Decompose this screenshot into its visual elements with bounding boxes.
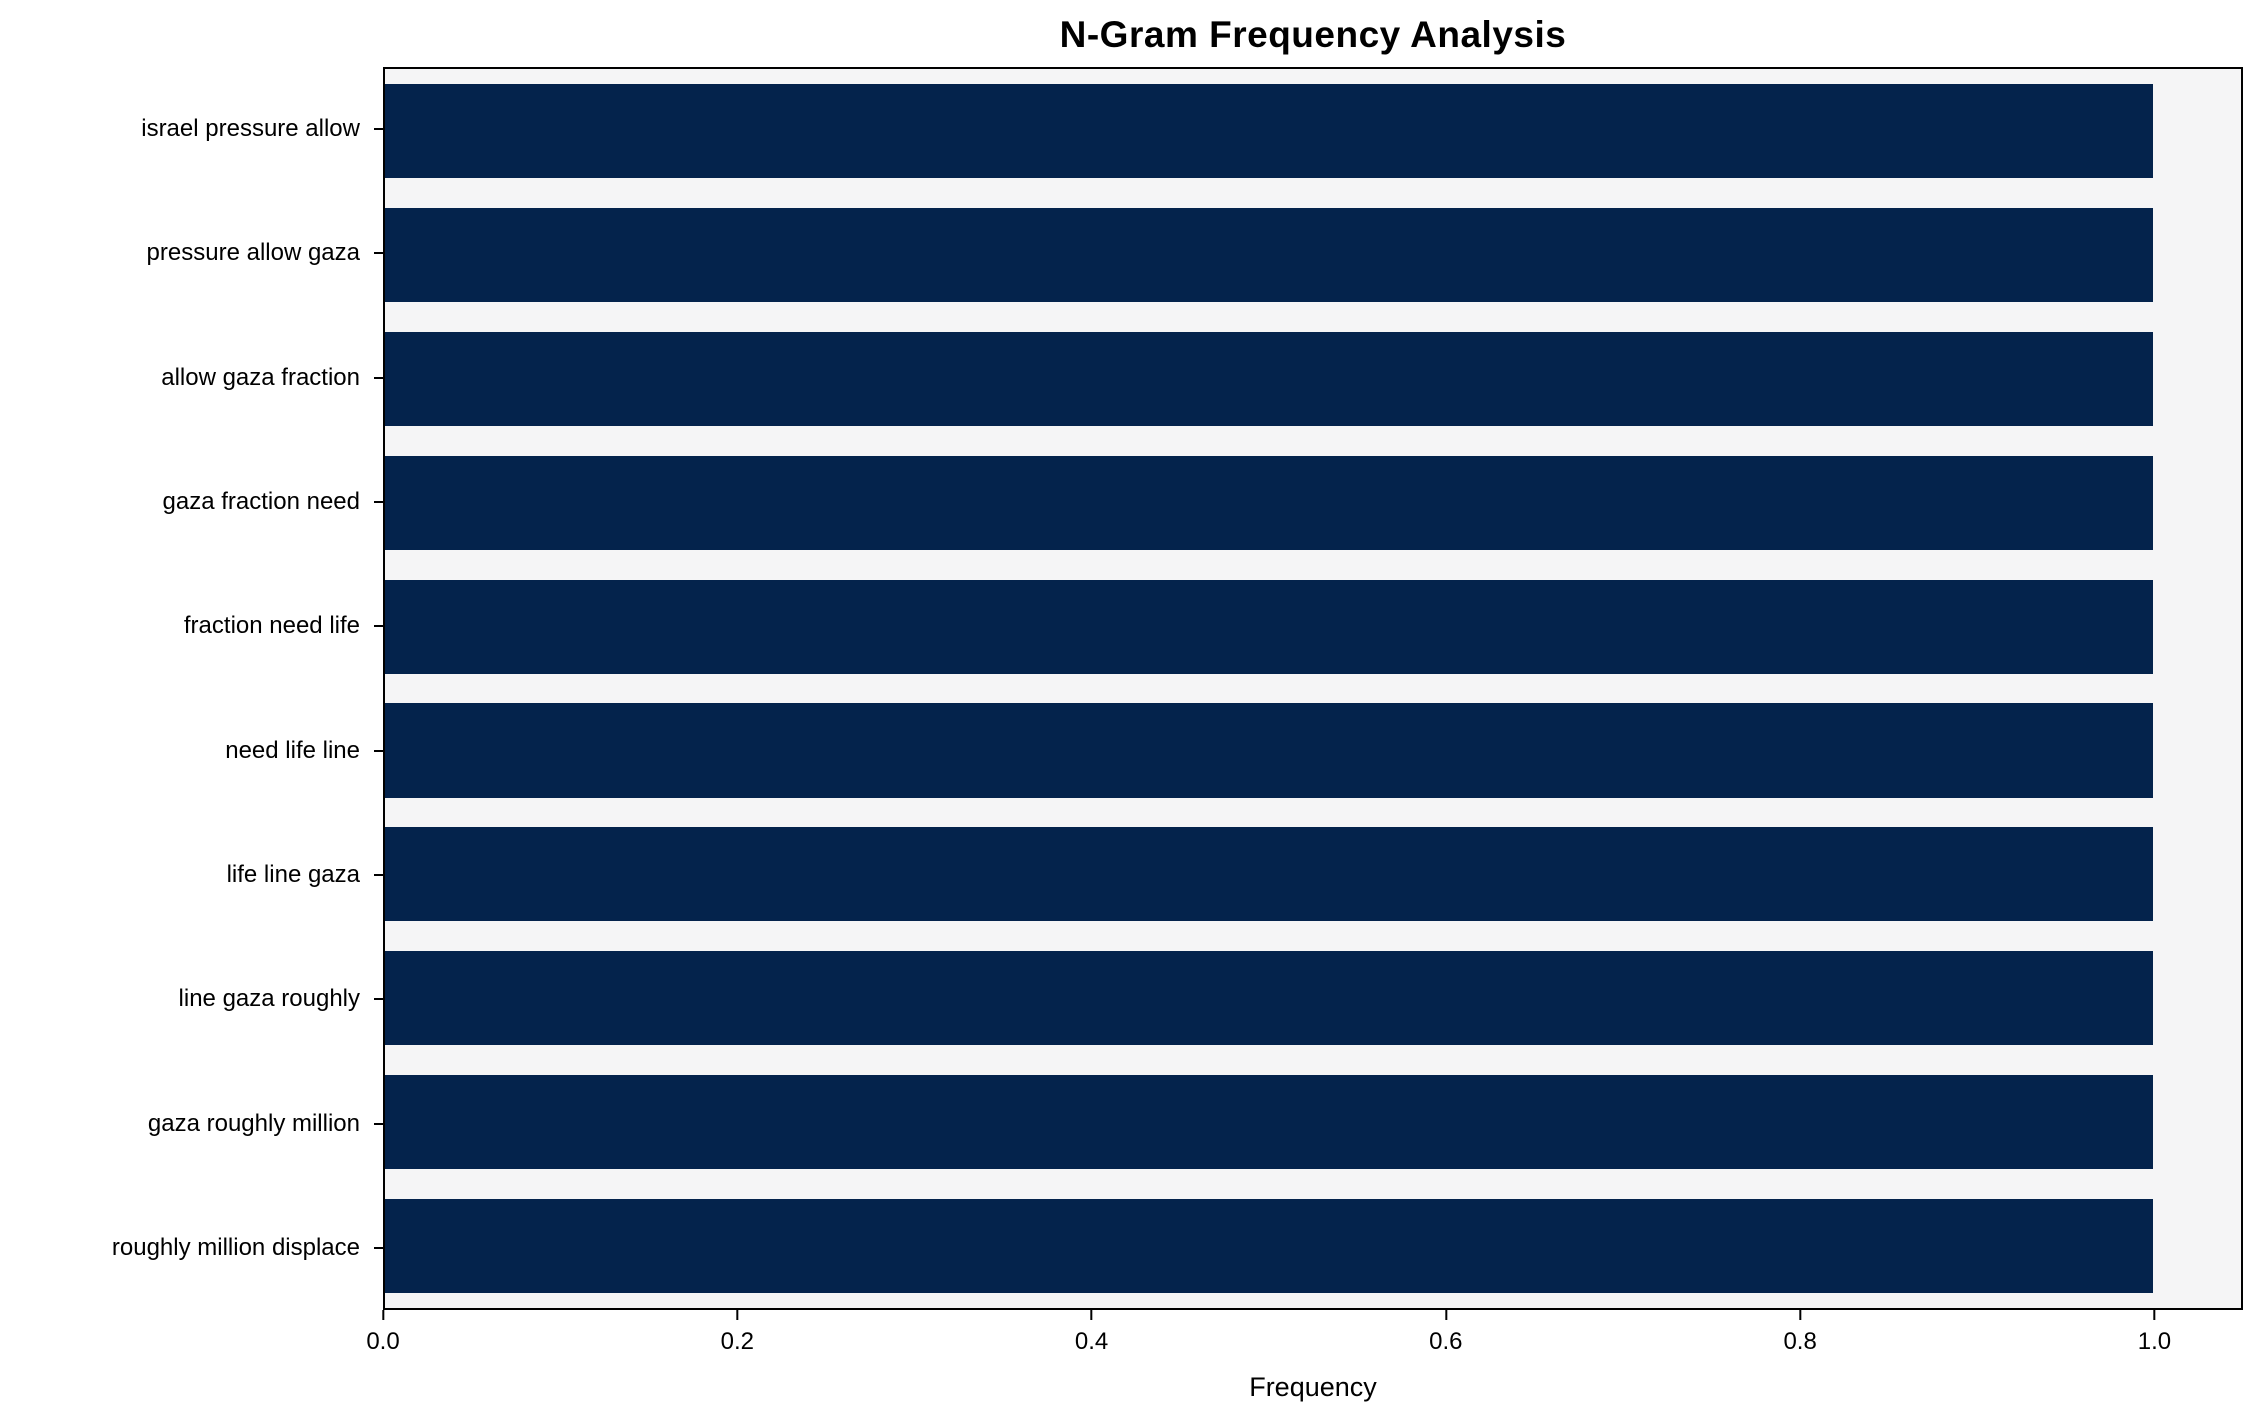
x-tick-mark bbox=[1799, 1310, 1802, 1320]
y-tick-label: fraction need life bbox=[183, 612, 360, 640]
y-tick-label: gaza roughly million bbox=[147, 1109, 360, 1137]
x-tick-mark bbox=[382, 1310, 384, 1320]
bar-row bbox=[385, 936, 2241, 1060]
y-tick-label: roughly million displace bbox=[111, 1233, 360, 1261]
bar-row bbox=[385, 69, 2241, 193]
y-tick-row: gaza fraction need bbox=[0, 440, 383, 564]
x-tick-label: 0.8 bbox=[1783, 1328, 1817, 1355]
y-tick-mark bbox=[374, 252, 383, 255]
y-tick-row: fraction need life bbox=[0, 564, 383, 688]
y-tick-label: pressure allow gaza bbox=[146, 239, 360, 267]
y-tick-mark bbox=[374, 749, 383, 752]
y-tick-label: need life line bbox=[225, 736, 360, 764]
x-tick-mark bbox=[2153, 1310, 2156, 1320]
y-tick-mark bbox=[374, 501, 383, 504]
y-tick-label: israel pressure allow bbox=[141, 115, 360, 143]
y-tick-row: israel pressure allow bbox=[0, 67, 383, 191]
bar-row bbox=[385, 689, 2241, 813]
bar-row bbox=[385, 565, 2241, 689]
bar bbox=[385, 331, 2153, 426]
y-tick-row: pressure allow gaza bbox=[0, 191, 383, 315]
x-tick-label: 0.2 bbox=[720, 1328, 754, 1355]
bar bbox=[385, 1199, 2153, 1294]
y-tick-mark bbox=[374, 1122, 383, 1125]
y-axis: israel pressure allow pressure allow gaza… bbox=[0, 67, 383, 1310]
y-tick-mark bbox=[374, 998, 383, 1001]
x-tick: 1.0 bbox=[2138, 1310, 2171, 1356]
x-axis: 0.0 0.2 0.4 0.6 0.8 1.0 bbox=[366, 1310, 2243, 1370]
bar bbox=[385, 827, 2153, 922]
y-tick-label: life line gaza bbox=[226, 860, 360, 888]
y-tick-mark bbox=[374, 625, 383, 628]
y-tick-label: gaza fraction need bbox=[162, 488, 360, 516]
y-tick-row: need life line bbox=[0, 688, 383, 812]
x-tick-label: 0.6 bbox=[1429, 1328, 1463, 1355]
y-tick-row: gaza roughly million bbox=[0, 1061, 383, 1185]
x-tick: 0.4 bbox=[1075, 1310, 1108, 1356]
bar-row bbox=[385, 1184, 2241, 1308]
bar-row bbox=[385, 193, 2241, 317]
x-axis-title: Frequency bbox=[1249, 1372, 1377, 1402]
x-tick-label: 0.4 bbox=[1074, 1328, 1109, 1355]
y-tick-row: roughly million displace bbox=[0, 1186, 383, 1310]
bar bbox=[385, 455, 2153, 550]
y-tick-mark bbox=[374, 128, 383, 131]
bar-row bbox=[385, 441, 2241, 565]
y-tick-label: allow gaza fraction bbox=[161, 363, 360, 391]
y-tick-label: line gaza roughly bbox=[178, 985, 360, 1013]
x-tick-label: 0.0 bbox=[366, 1328, 400, 1355]
bar bbox=[385, 1075, 2153, 1170]
x-tick-mark bbox=[736, 1310, 739, 1320]
y-tick-row: line gaza roughly bbox=[0, 937, 383, 1061]
bar bbox=[385, 207, 2153, 302]
x-tick: 0.6 bbox=[1429, 1310, 1463, 1356]
x-tick-label: 1.0 bbox=[2137, 1328, 2172, 1355]
bar bbox=[385, 579, 2153, 674]
bar-row bbox=[385, 317, 2241, 441]
bar bbox=[385, 703, 2153, 798]
y-tick-row: allow gaza fraction bbox=[0, 316, 383, 440]
x-tick-mark bbox=[1090, 1310, 1093, 1320]
x-tick: 0.0 bbox=[366, 1310, 400, 1356]
plot-area bbox=[383, 67, 2243, 1310]
y-tick-mark bbox=[374, 873, 383, 876]
chart-title: N-Gram Frequency Analysis bbox=[1059, 14, 1567, 55]
x-tick-mark bbox=[1444, 1310, 1447, 1320]
y-tick-mark bbox=[374, 1246, 383, 1249]
y-tick-row: life line gaza bbox=[0, 813, 383, 937]
bar bbox=[385, 83, 2153, 179]
bar-row bbox=[385, 1060, 2241, 1184]
x-tick: 0.2 bbox=[721, 1310, 754, 1356]
y-tick-mark bbox=[374, 376, 383, 379]
x-tick: 0.8 bbox=[1783, 1310, 1817, 1356]
bar bbox=[385, 951, 2153, 1046]
bar-row bbox=[385, 812, 2241, 936]
